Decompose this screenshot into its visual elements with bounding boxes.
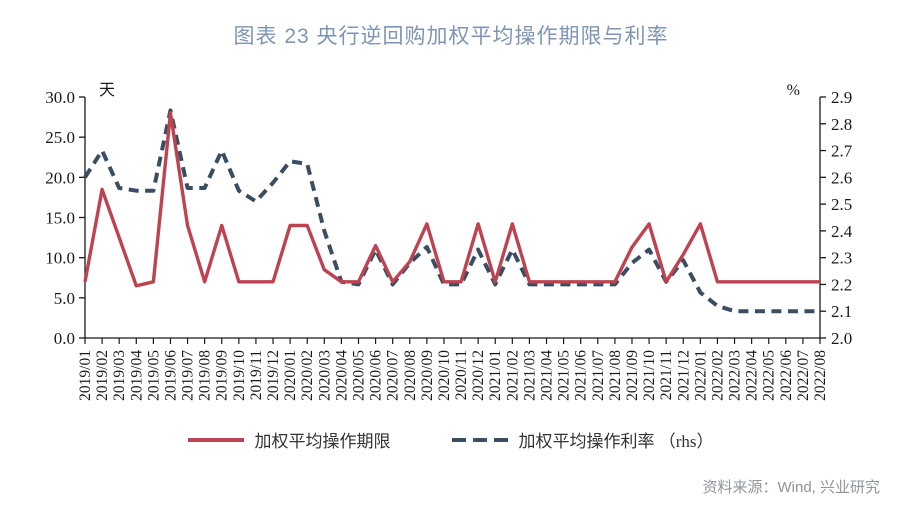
x-axis-label: 2021/05	[556, 350, 573, 401]
right-axis-tick-label: 2.0	[831, 329, 852, 348]
rate-line-swatch	[452, 437, 509, 442]
x-axis-label: 2020/04	[333, 350, 350, 401]
x-axis-label: 2021/07	[590, 350, 607, 401]
x-axis-label: 2019/11	[248, 350, 265, 400]
x-axis-label: 2021/08	[607, 350, 624, 401]
chart-title: 图表 23 央行逆回购加权平均操作期限与利率	[233, 25, 669, 48]
x-axis-label: 2021/09	[624, 350, 641, 401]
x-axis-label: 2019/09	[214, 350, 231, 401]
x-axis-label: 2019/08	[197, 350, 214, 401]
x-axis-label: 2022/06	[778, 350, 795, 401]
right-axis-unit: %	[787, 82, 800, 99]
x-axis-label: 2020/05	[350, 350, 367, 401]
x-axis-label: 2019/05	[145, 350, 162, 401]
x-axis-label: 2022/04	[744, 350, 761, 401]
x-axis-label: 2022/02	[709, 350, 726, 401]
chart-legend: 加权平均操作期限 加权平均操作利率 （rhs）	[0, 427, 902, 452]
x-axis-label: 2020/09	[419, 350, 436, 401]
x-axis-label: 2020/10	[436, 350, 453, 401]
right-axis-tick-label: 2.2	[831, 275, 852, 294]
x-axis-label: 2020/02	[299, 350, 316, 401]
right-axis-tick-label: 2.8	[831, 115, 852, 134]
x-axis-label: 2022/07	[795, 350, 812, 401]
left-axis-tick-label: 0.0	[54, 329, 75, 348]
legend-label-term: 加权平均操作期限	[254, 432, 391, 451]
right-axis-tick-label: 2.7	[831, 142, 853, 161]
x-axis-label: 2020/08	[402, 350, 419, 401]
term-line	[83, 111, 820, 288]
legend-label-rate: 加权平均操作利率 （rhs）	[518, 432, 714, 451]
x-axis-label: 2020/11	[453, 350, 470, 400]
left-axis-tick-label: 15.0	[45, 209, 75, 228]
left-axis-tick-label: 5.0	[54, 289, 75, 308]
x-axis-label: 2020/03	[316, 350, 333, 401]
x-axis-label: 2021/06	[573, 350, 590, 401]
right-axis-tick-label: 2.1	[831, 302, 852, 321]
x-axis-label: 2021/03	[521, 350, 538, 401]
left-axis-tick-label: 10.0	[45, 249, 75, 268]
x-axis-label: 2022/03	[727, 350, 744, 401]
source-attribution: 资料来源：Wind, 兴业研究	[702, 479, 880, 496]
x-axis-label: 2022/05	[761, 350, 778, 401]
x-axis-label: 2021/11	[658, 350, 675, 400]
left-axis-tick-label: 30.0	[45, 88, 75, 107]
right-axis-tick-label: 2.3	[831, 249, 852, 268]
x-axis-label: 2021/01	[487, 350, 504, 401]
x-axis-label: 2021/10	[641, 350, 658, 401]
x-axis-label: 2019/02	[94, 350, 111, 401]
right-axis-tick-label: 2.4	[831, 222, 853, 241]
x-axis-label: 2021/04	[539, 350, 556, 401]
x-axis-label: 2020/01	[282, 350, 299, 401]
x-axis-label: 2021/12	[675, 350, 692, 401]
right-axis-tick-label: 2.9	[831, 88, 852, 107]
x-axis-label: 2021/02	[504, 350, 521, 401]
left-axis-tick-label: 25.0	[45, 128, 75, 147]
x-axis-label: 2022/01	[692, 350, 709, 401]
rate-line	[83, 108, 820, 314]
left-axis-unit: 天	[99, 82, 115, 99]
right-axis-tick-label: 2.6	[831, 168, 852, 187]
left-axis-tick-label: 20.0	[45, 168, 75, 187]
x-axis-label: 2020/07	[385, 350, 402, 401]
x-axis-label: 2022/08	[812, 350, 829, 401]
x-axis-label: 2020/12	[470, 350, 487, 401]
x-axis-label: 2019/03	[111, 350, 128, 401]
term-line-swatch	[188, 437, 245, 442]
x-axis-label: 2019/06	[162, 350, 179, 401]
x-axis-label: 2020/06	[368, 350, 385, 401]
x-axis-label: 2019/07	[180, 350, 197, 401]
x-axis-label: 2019/04	[128, 350, 145, 401]
x-axis-label: 2019/10	[231, 350, 248, 401]
x-axis-label: 2019/12	[265, 350, 282, 401]
right-axis-tick-label: 2.5	[831, 195, 852, 214]
legend-item-term: 加权平均操作期限	[188, 427, 390, 452]
x-axis-label: 2019/01	[77, 350, 94, 401]
legend-item-rate: 加权平均操作利率 （rhs）	[452, 427, 714, 452]
